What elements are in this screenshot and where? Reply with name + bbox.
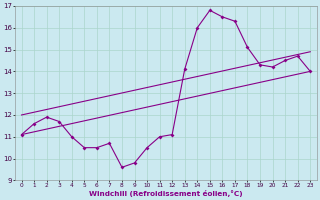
X-axis label: Windchill (Refroidissement éolien,°C): Windchill (Refroidissement éolien,°C) xyxy=(89,190,243,197)
